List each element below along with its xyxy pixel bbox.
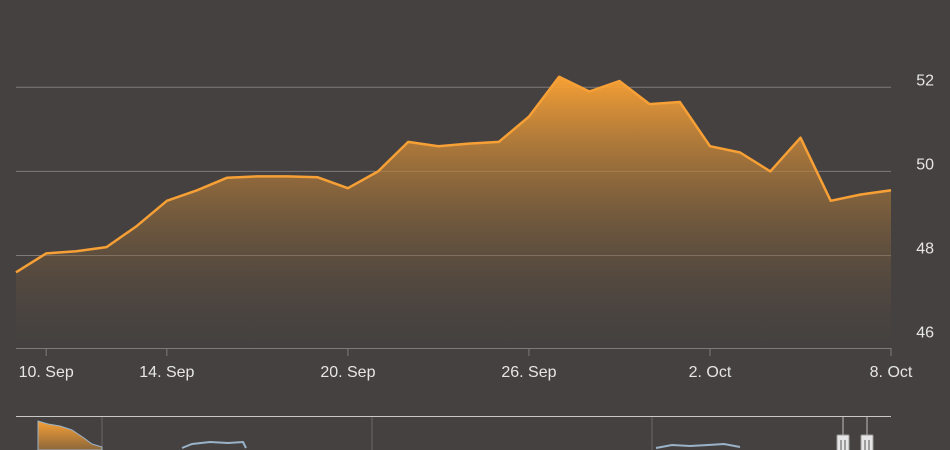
series-area — [15, 75, 892, 349]
x-tick-label: 8. Oct — [870, 364, 913, 381]
series-area-fill — [16, 76, 891, 349]
x-tick-label: 26. Sep — [501, 364, 556, 381]
navigator[interactable] — [16, 416, 891, 450]
y-tick-label: 52 — [916, 72, 934, 89]
x-axis: 10. Sep 14. Sep 20. Sep 26. Sep 2. Oct 8. Oct — [16, 348, 913, 381]
y-tick-label: 46 — [916, 325, 934, 342]
navigator-series-area — [37, 420, 103, 450]
grip-lines-icon[interactable] — [836, 434, 850, 450]
x-tick-label: 20. Sep — [320, 364, 375, 381]
x-tick-label: 2. Oct — [689, 364, 732, 381]
navigator-series-segment — [655, 442, 741, 449]
x-tick-label: 14. Sep — [139, 364, 194, 381]
x-tick-label: 10. Sep — [19, 364, 74, 381]
navigator-series-segment — [181, 440, 247, 449]
series-line — [15, 75, 892, 274]
y-axis: 46 48 50 52 — [916, 72, 934, 341]
y-tick-label: 50 — [916, 156, 934, 173]
y-tick-label: 48 — [916, 240, 934, 257]
grip-lines-icon[interactable] — [860, 434, 874, 450]
